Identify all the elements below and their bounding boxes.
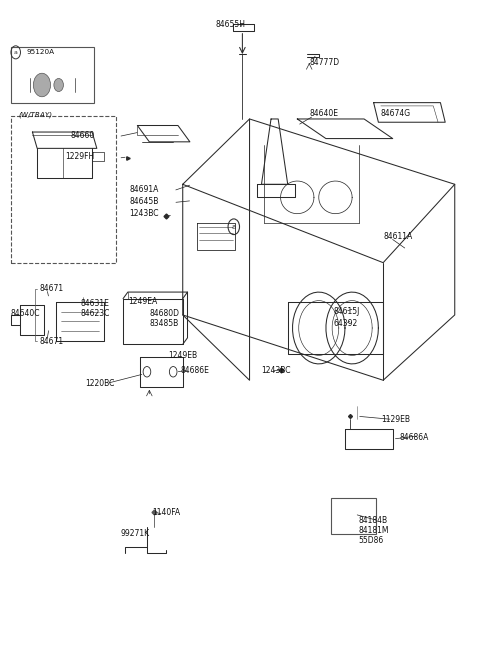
Text: 84691A: 84691A bbox=[130, 185, 159, 194]
Text: (W/TRAY): (W/TRAY) bbox=[18, 111, 52, 117]
Text: a: a bbox=[14, 50, 18, 55]
Text: 84611A: 84611A bbox=[383, 232, 412, 241]
Text: 84640C: 84640C bbox=[11, 309, 40, 318]
Text: 1249EA: 1249EA bbox=[128, 297, 157, 306]
Text: 84640E: 84640E bbox=[309, 110, 338, 118]
Text: 84671: 84671 bbox=[39, 284, 64, 293]
Text: 95120A: 95120A bbox=[26, 49, 54, 55]
Text: 84645B: 84645B bbox=[130, 197, 159, 206]
Text: 1249EB: 1249EB bbox=[168, 351, 198, 360]
Text: 84686E: 84686E bbox=[180, 366, 209, 375]
Text: 83485B: 83485B bbox=[149, 319, 179, 328]
Text: 1243BC: 1243BC bbox=[130, 209, 159, 218]
Bar bbox=[11, 47, 95, 102]
Text: 84660: 84660 bbox=[70, 131, 95, 140]
Text: 84686A: 84686A bbox=[400, 432, 429, 441]
Text: 84674G: 84674G bbox=[381, 110, 411, 118]
Circle shape bbox=[54, 79, 63, 92]
Text: 55D86: 55D86 bbox=[359, 536, 384, 544]
Text: 1140FA: 1140FA bbox=[152, 508, 180, 517]
Text: 84655H: 84655H bbox=[216, 20, 245, 29]
Circle shape bbox=[34, 73, 50, 96]
Text: 84631E: 84631E bbox=[80, 299, 109, 308]
Text: a: a bbox=[232, 224, 236, 230]
Text: 64392: 64392 bbox=[333, 319, 357, 328]
Text: 84181M: 84181M bbox=[359, 526, 389, 535]
Text: 1129EB: 1129EB bbox=[381, 415, 410, 424]
Text: 1220BC: 1220BC bbox=[85, 379, 114, 388]
Text: 84615J: 84615J bbox=[333, 307, 360, 316]
FancyBboxPatch shape bbox=[11, 115, 116, 262]
Text: 84671: 84671 bbox=[39, 337, 64, 346]
Bar bbox=[331, 498, 376, 534]
Circle shape bbox=[169, 367, 177, 377]
Text: 84623C: 84623C bbox=[80, 309, 109, 318]
Circle shape bbox=[143, 367, 151, 377]
Text: 84777D: 84777D bbox=[309, 58, 339, 67]
Text: 99271K: 99271K bbox=[120, 529, 150, 539]
Text: 1229FH: 1229FH bbox=[65, 152, 95, 161]
Text: 84680D: 84680D bbox=[149, 309, 180, 318]
Text: 84184B: 84184B bbox=[359, 516, 387, 525]
Text: 1243BC: 1243BC bbox=[262, 366, 291, 375]
